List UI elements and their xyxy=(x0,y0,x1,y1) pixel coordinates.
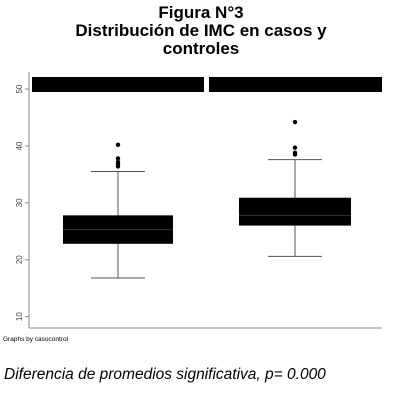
panel-headers xyxy=(32,77,382,92)
panel-header-bar xyxy=(209,77,382,92)
y-tick-label: 50 xyxy=(15,84,24,93)
y-tick-label: 20 xyxy=(15,255,24,264)
outlier-point xyxy=(292,150,298,155)
outlier-point xyxy=(115,142,121,148)
y-tick-label: 30 xyxy=(15,198,24,207)
chart-frame xyxy=(28,72,382,329)
outlier-point xyxy=(292,145,298,150)
outlier-point xyxy=(292,119,298,125)
panel-header-bar xyxy=(32,77,204,92)
outlier-point xyxy=(115,159,121,165)
boxplot-chart: 10 20 30 40 50 Graphs by casocontrol xyxy=(3,72,382,343)
box-series xyxy=(63,119,351,279)
iqr-box xyxy=(239,197,351,226)
box-group xyxy=(63,142,173,279)
figure-title-line-3: controles xyxy=(162,39,240,58)
figure-title: Figura N°3 Distribución de IMC en casos … xyxy=(0,4,402,58)
figure-caption: Diferencia de promedios significativa, p… xyxy=(4,366,326,383)
y-tick-label: 40 xyxy=(15,141,24,150)
outlier-point xyxy=(115,156,121,161)
figure-title-line-2: Distribución de IMC en casos y xyxy=(75,21,327,40)
y-tick-label: 10 xyxy=(15,312,24,321)
y-axis: 10 20 30 40 50 xyxy=(15,84,29,321)
figure-number: Figura N°3 xyxy=(158,3,244,22)
box-group xyxy=(239,119,351,257)
graphs-by-note: Graphs by casocontrol xyxy=(3,336,69,343)
